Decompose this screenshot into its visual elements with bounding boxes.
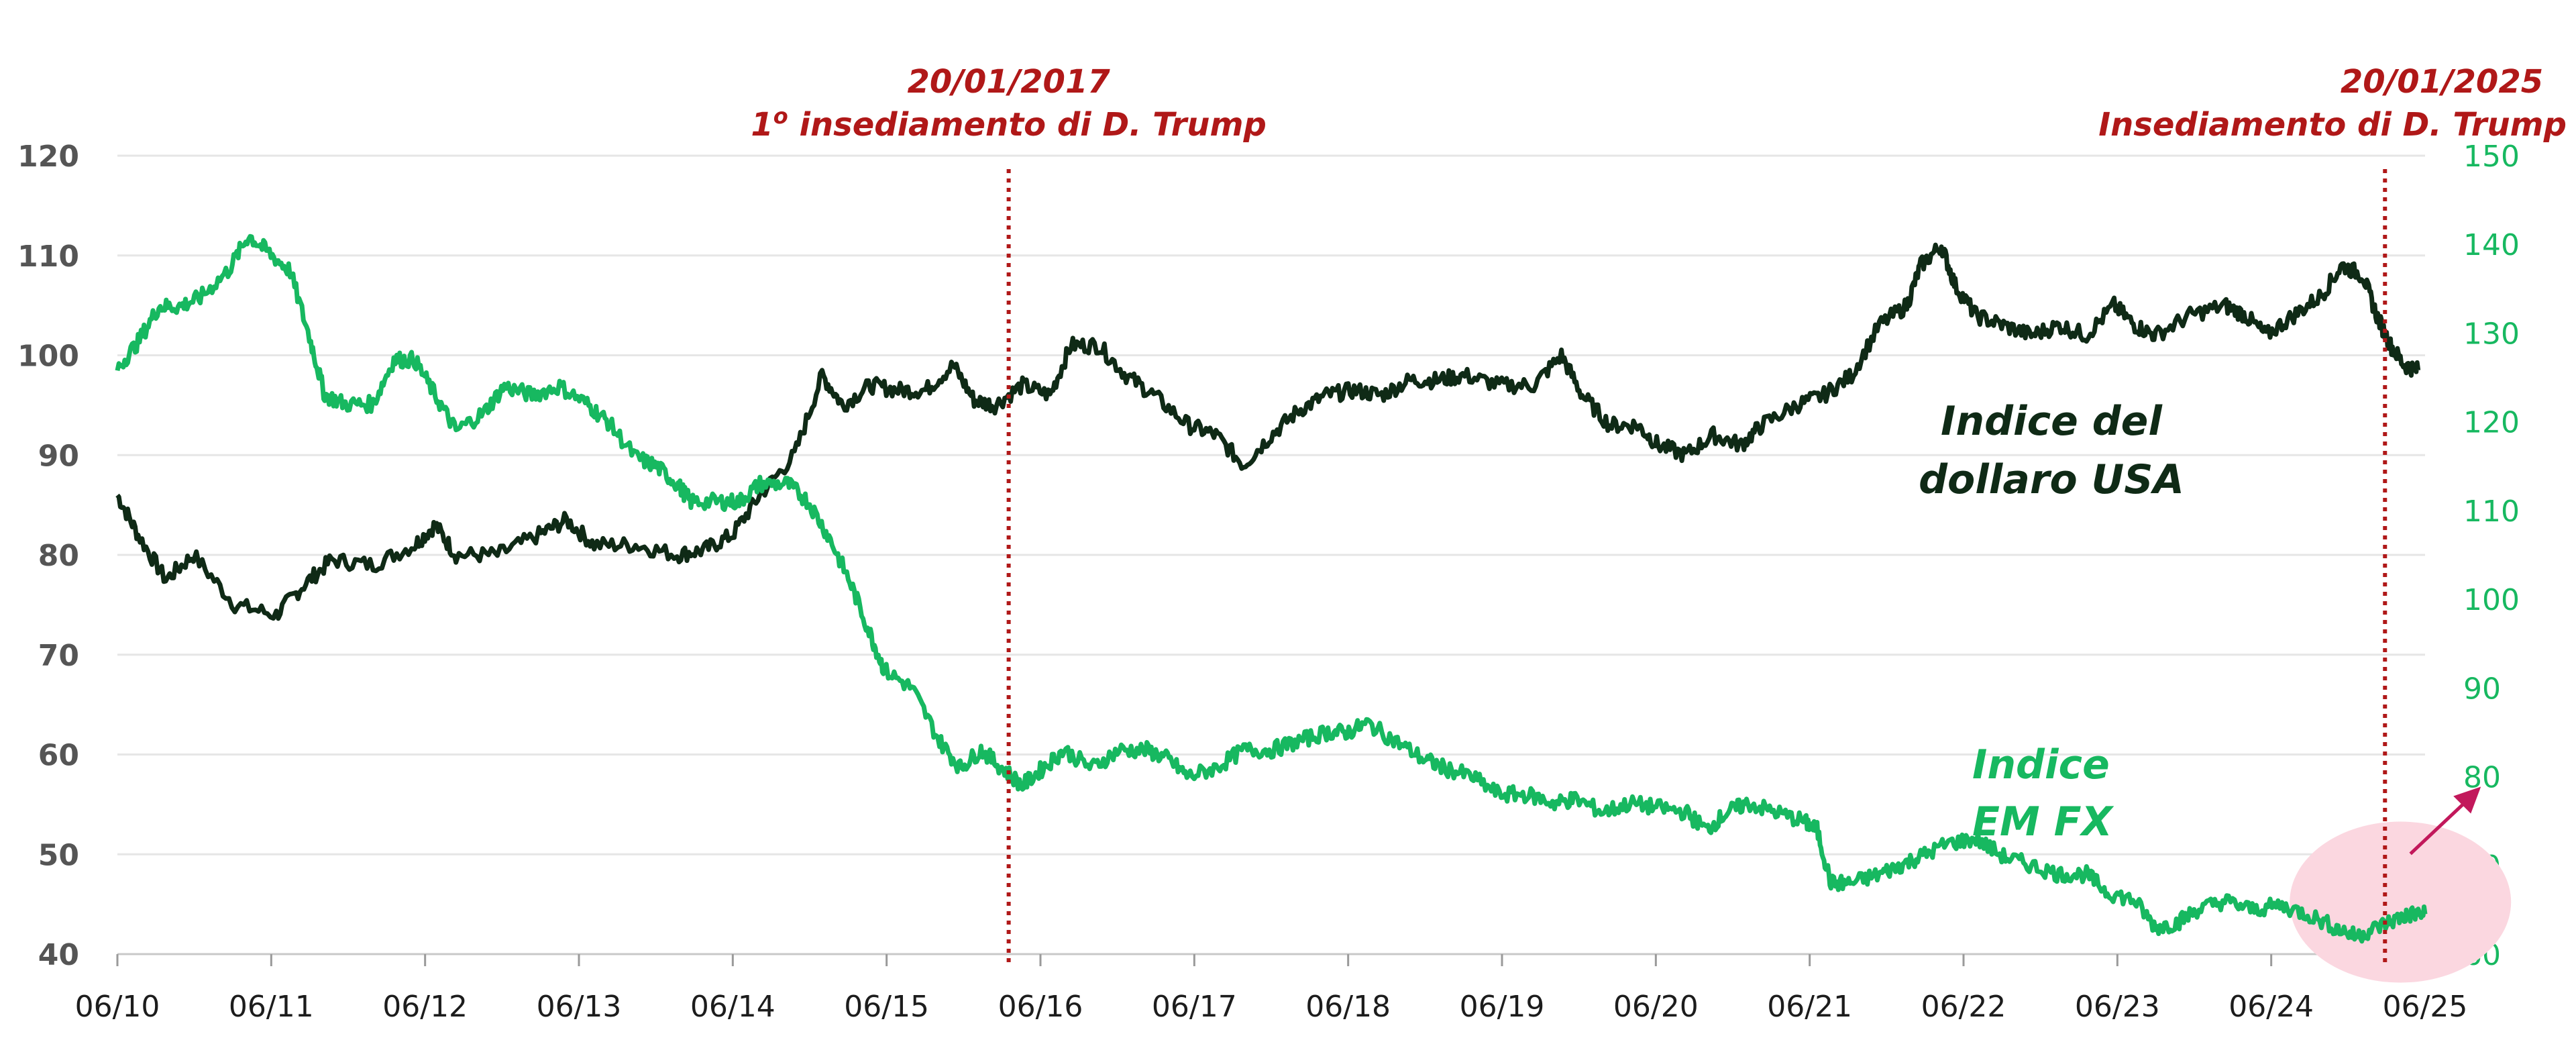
y-left-tick-label: 40 <box>38 938 79 972</box>
trend-arrow-head <box>2453 786 2481 814</box>
annotation-text-sup: o <box>773 103 788 129</box>
y-right-tick-label: 120 <box>2463 406 2520 440</box>
y-right-tick-label: 140 <box>2463 228 2520 262</box>
y-right-tick-label: 80 <box>2463 761 2501 795</box>
highlight-circle <box>2290 821 2512 983</box>
annotation-text-main: 1 <box>751 106 773 144</box>
x-tick-label: 06/22 <box>1921 990 2006 1024</box>
x-tick-label: 06/21 <box>1767 990 1852 1024</box>
y-right-tick-label: 150 <box>2463 140 2520 174</box>
annotation-text-main: Insediamento di D. Trump <box>2098 106 2567 144</box>
y-left-tick-label: 100 <box>17 340 79 374</box>
usd-series-label-line2: dollaro USA <box>1919 456 2184 503</box>
x-tick-label: 06/20 <box>1613 990 1699 1024</box>
x-tick-label: 06/15 <box>844 990 929 1024</box>
x-tick-label: 06/25 <box>2383 990 2468 1024</box>
y-left-tick-label: 90 <box>38 439 79 473</box>
x-tick-label: 06/17 <box>1152 990 1237 1024</box>
y-right-tick-label: 90 <box>2463 672 2501 706</box>
x-tick-label: 06/11 <box>229 990 314 1024</box>
axis-layer: 4050607080901001101206070809010011012013… <box>17 140 2520 1024</box>
y-right-tick-label: 130 <box>2463 317 2520 351</box>
annotation-text: 1o insediamento di D. Trump <box>751 103 1266 144</box>
x-tick-label: 06/18 <box>1305 990 1391 1024</box>
y-right-tick-label: 110 <box>2463 495 2520 529</box>
y-left-tick-label: 120 <box>17 140 79 174</box>
usd-series-label-line1: Indice del <box>1941 398 2163 445</box>
annotation-text-rest: insediamento di D. Trump <box>788 106 1267 144</box>
x-tick-label: 06/19 <box>1460 990 1545 1024</box>
x-tick-label: 06/16 <box>998 990 1083 1024</box>
series-line-0 <box>115 242 2421 621</box>
highlight-layer <box>2290 786 2512 983</box>
x-tick-label: 06/23 <box>2075 990 2160 1024</box>
series-layer <box>115 233 2428 944</box>
x-tick-label: 06/12 <box>382 990 468 1024</box>
y-right-tick-label: 100 <box>2463 583 2520 617</box>
y-left-tick-label: 50 <box>38 838 79 872</box>
label-layer: Indice del dollaro USA Indice EM FX <box>1919 398 2184 845</box>
grid-layer <box>117 154 2425 855</box>
series-line-1 <box>115 233 2428 944</box>
trend-arrow <box>2409 798 2469 855</box>
em-series-label-line1: Indice <box>1972 741 2110 788</box>
annotation-text: Insediamento di D. Trump <box>2098 106 2567 144</box>
y-left-tick-label: 70 <box>38 639 79 673</box>
em-series-label-line2: EM FX <box>1972 798 2114 845</box>
x-tick-label: 06/24 <box>2229 990 2314 1024</box>
x-tick-label: 06/10 <box>75 990 160 1024</box>
x-tick-label: 06/13 <box>537 990 622 1024</box>
y-left-tick-label: 110 <box>17 240 79 274</box>
annotation-date: 20/01/2017 <box>907 63 1110 101</box>
y-left-tick-label: 60 <box>38 739 79 773</box>
y-left-tick-label: 80 <box>38 539 79 573</box>
x-tick-label: 06/14 <box>690 990 775 1024</box>
annotation-date: 20/01/2025 <box>2341 63 2543 101</box>
